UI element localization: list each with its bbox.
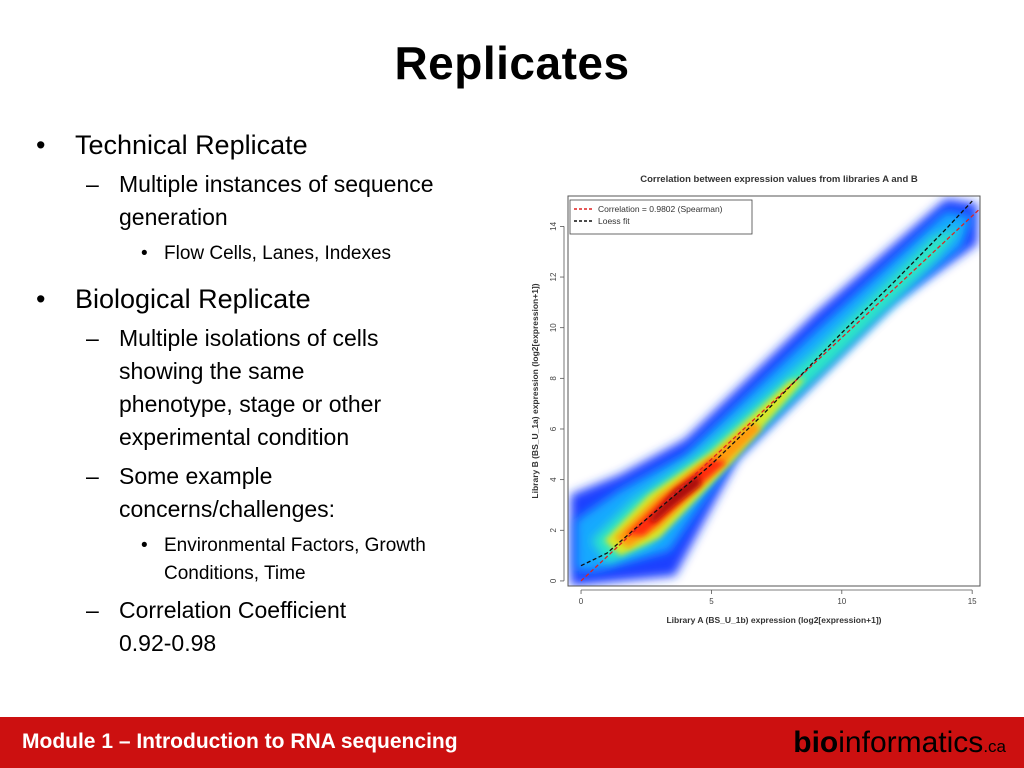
bullet-marker: – (86, 597, 99, 623)
fit-lines (580, 200, 980, 582)
y-axis-label: Library B (BS_U_1a) expression (log2[exp… (530, 283, 540, 498)
plot-frame (567, 195, 981, 587)
y-tick-label: 10 (549, 323, 558, 332)
y-tick-label: 0 (549, 578, 558, 583)
bullet-marker: – (86, 171, 99, 197)
brand-rest: informatics (838, 726, 984, 759)
slide-title: Replicates (394, 37, 630, 89)
y-tick-label: 4 (549, 477, 558, 482)
chart-title: Correlation between expression values fr… (640, 174, 918, 185)
bullet-biological-replicate: • Biological Replicate (34, 282, 494, 316)
x-tick-label: 15 (968, 597, 977, 606)
brand-logo: bioinformatics.ca (793, 726, 1006, 760)
footer-bar: Module 1 – Introduction to RNA sequencin… (0, 717, 1024, 768)
bullet-text: Multiple instances of sequence generatio… (119, 171, 434, 230)
bullet-text: Technical Replicate (75, 130, 308, 160)
bullet-text: Correlation Coefficient 0.92-0.98 (119, 597, 347, 656)
density-cloud (570, 198, 978, 586)
sub-bullet-multiple-isolations: – Multiple isolations of cells showing t… (34, 322, 409, 454)
brand-bold: bio (793, 726, 839, 759)
x-axis-label: Library A (BS_U_1b) expression (log2[exp… (666, 615, 881, 625)
y-tick-label: 2 (549, 528, 558, 533)
x-tick-label: 5 (709, 597, 714, 606)
sub-sub-bullet-environmental-factors: • Environmental Factors, Growth Conditio… (34, 532, 454, 588)
y-tick-label: 14 (549, 221, 558, 230)
bullet-marker: – (86, 463, 99, 489)
bullet-text: Multiple isolations of cells showing the… (119, 325, 382, 450)
density-level-6 (648, 474, 701, 523)
bullet-text: Flow Cells, Lanes, Indexes (164, 243, 392, 264)
legend-label-correlation: Correlation = 0.9802 (Spearman) (598, 204, 723, 214)
axes: 0 5 10 15 0 2 4 6 8 10 12 14 (549, 221, 977, 606)
y-tick-label: 8 (549, 376, 558, 381)
bullet-list: • Technical Replicate – Multiple instanc… (34, 118, 494, 660)
bullet-text: Some example concerns/challenges: (119, 463, 336, 522)
sub-bullet-concerns: – Some example concerns/challenges: (34, 460, 354, 526)
sub-bullet-correlation-coefficient: – Correlation Coefficient 0.92-0.98 (34, 594, 389, 660)
bullet-text: Biological Replicate (75, 284, 311, 314)
brand-tld: .ca (983, 737, 1006, 756)
bullet-marker: • (141, 243, 148, 264)
footer-module-title: Module 1 – Introduction to RNA sequencin… (22, 730, 458, 753)
legend-label-loess: Loess fit (598, 216, 630, 226)
y-tick-label: 6 (549, 426, 558, 431)
legend-box (569, 199, 753, 235)
chart-legend: Correlation = 0.9802 (Spearman) Loess fi… (569, 199, 753, 235)
x-tick-label: 0 (579, 597, 584, 606)
bullet-marker: – (86, 325, 99, 351)
bullet-marker: • (36, 284, 46, 314)
y-tick-label: 12 (549, 272, 558, 281)
loess-fit-line (580, 200, 973, 567)
sub-bullet-sequence-generation: – Multiple instances of sequence generat… (34, 168, 494, 234)
bullet-marker: • (36, 130, 46, 160)
bullet-technical-replicate: • Technical Replicate (34, 128, 494, 162)
correlation-scatter-chart: Correlation between expression values fr… (530, 174, 981, 625)
bullet-text: Environmental Factors, Growth Conditions… (164, 535, 426, 584)
bullet-marker: • (141, 535, 148, 556)
x-tick-label: 10 (837, 597, 846, 606)
sub-sub-bullet-flow-cells: • Flow Cells, Lanes, Indexes (34, 240, 494, 268)
